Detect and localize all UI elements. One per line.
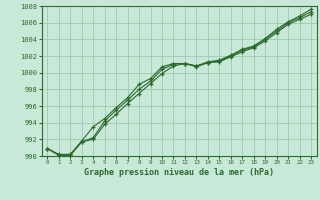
X-axis label: Graphe pression niveau de la mer (hPa): Graphe pression niveau de la mer (hPa) (84, 168, 274, 177)
